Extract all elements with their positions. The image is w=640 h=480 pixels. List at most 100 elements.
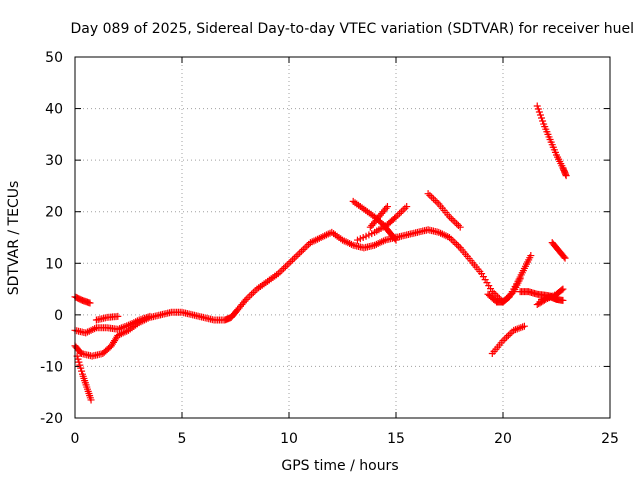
x-tick-label: 25 (601, 431, 619, 447)
data-point (559, 285, 567, 293)
data-point (244, 294, 252, 302)
data-point (539, 117, 547, 125)
data-point (449, 216, 457, 224)
y-tick-label: 40 (45, 102, 63, 118)
data-marks (71, 102, 570, 404)
x-tick-label: 20 (494, 431, 512, 447)
series-trace-start (71, 293, 94, 307)
x-tick-label: 5 (178, 431, 187, 447)
data-point (249, 289, 257, 297)
data-point (397, 208, 405, 216)
data-point (278, 266, 286, 274)
data-point (391, 214, 399, 222)
y-tick-label: 10 (45, 256, 63, 272)
series-trace-main (71, 226, 464, 360)
y-axis-label: SDTVAR / TECUs (6, 181, 22, 296)
data-point (451, 218, 459, 226)
data-point (246, 292, 254, 300)
y-tick-label: 30 (45, 153, 63, 169)
data-point (283, 261, 291, 269)
series-trace-upper-branch (92, 312, 122, 324)
x-tick-label: 10 (280, 431, 298, 447)
data-point (424, 190, 432, 198)
data-point (456, 223, 464, 231)
data-point (560, 253, 568, 261)
data-point (453, 220, 461, 228)
data-point (516, 275, 524, 283)
data-point (538, 114, 546, 122)
data-point (301, 244, 309, 252)
series-trace-drop (73, 352, 95, 404)
data-point (382, 204, 390, 212)
data-point (280, 264, 288, 272)
data-point (433, 198, 441, 206)
data-point (501, 335, 509, 343)
plot-frame (74, 56, 611, 419)
data-point (562, 172, 570, 180)
series-trace-cross (349, 197, 400, 244)
series-trace-late-flat-2 (538, 293, 567, 304)
chart-title: Day 089 of 2025, Sidereal Day-to-day VTE… (71, 21, 634, 37)
series-trace-late-short (548, 239, 569, 262)
data-point (403, 203, 411, 211)
data-point (535, 108, 543, 116)
data-point (281, 263, 289, 271)
x-tick-label: 0 (71, 431, 80, 447)
data-point (78, 367, 86, 375)
data-point (447, 215, 455, 223)
y-tick-label: -10 (40, 359, 63, 375)
data-point (504, 331, 512, 339)
data-point (454, 221, 462, 229)
data-point (74, 355, 82, 363)
series-trace-late-high (533, 102, 570, 180)
data-point (77, 364, 85, 372)
data-point (454, 242, 462, 250)
data-point (86, 299, 94, 307)
data-point (287, 258, 295, 266)
data-point (146, 312, 154, 320)
data-point (527, 252, 535, 260)
tick-labels: 0 5 10 15 20 25 -20 -10 0 10 20 30 40 50 (40, 50, 619, 447)
data-point (520, 322, 528, 330)
series-trace-evening-2 (484, 275, 524, 306)
data-point (289, 256, 297, 264)
data-point (533, 102, 541, 110)
data-point (451, 239, 459, 247)
data-point (559, 296, 567, 304)
data-point (248, 290, 256, 298)
data-point (561, 254, 569, 262)
data-point (426, 191, 434, 199)
y-tick-label: 0 (54, 308, 63, 324)
series-trace-lower-branch (71, 312, 154, 337)
data-point (299, 246, 307, 254)
series-trace-descend (424, 190, 464, 231)
y-tick-label: 50 (45, 50, 63, 66)
data-point (453, 240, 461, 248)
data-point (241, 297, 249, 305)
data-point (399, 206, 407, 214)
y-tick-label: -20 (40, 411, 63, 427)
data-point (76, 361, 84, 369)
data-point (392, 236, 400, 244)
data-point (449, 237, 457, 245)
data-point (558, 286, 566, 294)
data-point (285, 259, 293, 267)
y-tick-label: 20 (45, 205, 63, 221)
series-trace-evening (456, 244, 535, 306)
data-point (536, 111, 544, 119)
data-point (503, 333, 511, 341)
data-point (428, 193, 436, 201)
data-point (534, 105, 542, 113)
x-axis-label: GPS time / hours (281, 458, 398, 474)
x-tick-label: 15 (387, 431, 405, 447)
data-point (303, 242, 311, 250)
data-point (396, 209, 404, 217)
data-point (294, 251, 302, 259)
data-point (506, 330, 514, 338)
data-point (429, 195, 437, 203)
data-point (391, 235, 399, 243)
data-point (383, 203, 391, 211)
data-point (431, 197, 439, 205)
data-point (296, 249, 304, 257)
